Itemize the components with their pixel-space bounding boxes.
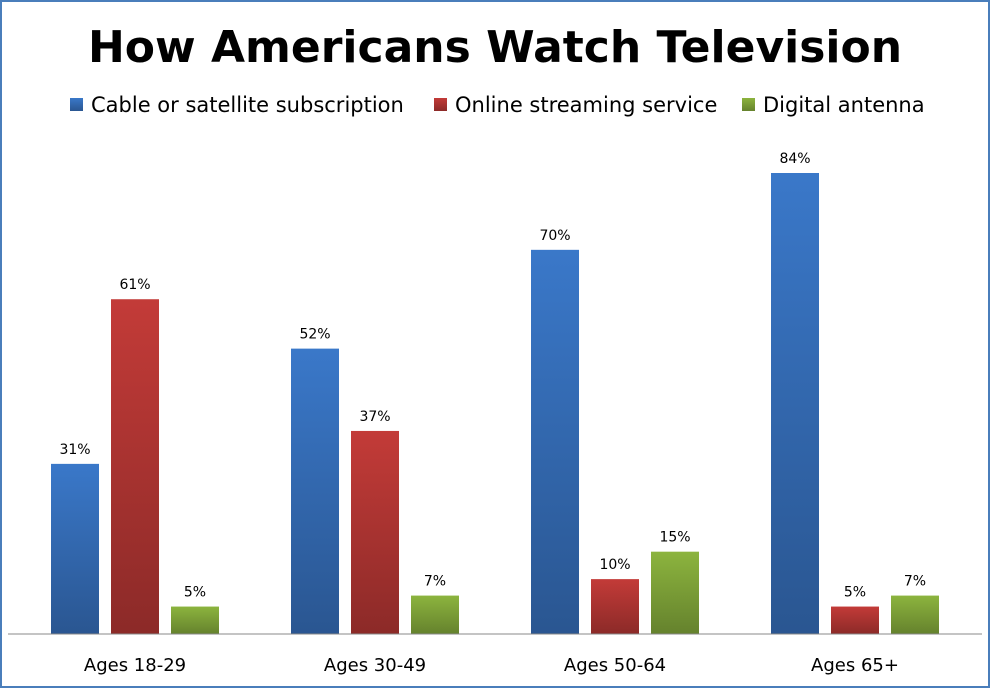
data-label: 7% — [424, 574, 446, 590]
data-label: 84% — [779, 151, 810, 167]
bars: 31% 61% 5% 52% 37% 7% 70% 10% 15% 84% 5% 7% — [51, 151, 939, 635]
bar — [111, 299, 159, 634]
data-label: 70% — [539, 228, 570, 244]
legend: Cable or satellite subscription Online st… — [70, 93, 925, 117]
data-label: 5% — [844, 585, 866, 601]
legend-label: Online streaming service — [455, 93, 717, 117]
legend-swatch — [70, 98, 83, 111]
bar — [531, 249, 579, 635]
bar — [291, 348, 339, 634]
data-label: 10% — [599, 557, 630, 573]
data-label: 61% — [119, 277, 150, 293]
legend-label: Digital antenna — [763, 93, 925, 117]
bar — [51, 463, 99, 634]
data-label: 31% — [59, 442, 90, 458]
bar — [411, 595, 459, 634]
legend-item: Online streaming service — [434, 93, 717, 117]
bar — [891, 595, 939, 634]
legend-item: Digital antenna — [742, 93, 925, 117]
legend-label: Cable or satellite subscription — [91, 93, 404, 117]
category-labels: Ages 18-29 Ages 30-49 Ages 50-64 Ages 65+ — [84, 655, 899, 676]
data-label: 7% — [904, 574, 926, 590]
data-label: 37% — [359, 409, 390, 425]
category-label: Ages 50-64 — [564, 655, 666, 676]
bar — [591, 579, 639, 634]
legend-swatch — [742, 98, 755, 111]
legend-item: Cable or satellite subscription — [70, 93, 404, 117]
category-label: Ages 65+ — [811, 655, 899, 676]
bar — [831, 606, 879, 634]
legend-swatch — [434, 98, 447, 111]
bar — [771, 173, 819, 634]
bar — [351, 430, 399, 634]
bar — [651, 551, 699, 634]
category-label: Ages 18-29 — [84, 655, 186, 676]
data-label: 15% — [659, 530, 690, 546]
data-label: 52% — [299, 327, 330, 343]
data-label: 5% — [184, 585, 206, 601]
bar — [171, 606, 219, 634]
category-label: Ages 30-49 — [324, 655, 426, 676]
chart-title: How Americans Watch Television — [88, 22, 902, 73]
